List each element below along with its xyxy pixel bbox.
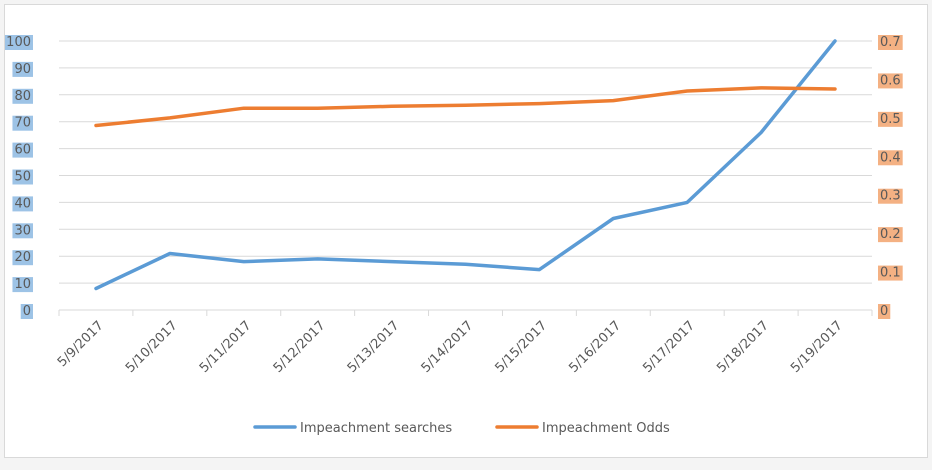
x-tick-label-5-13-2017: 5/13/2017: [345, 318, 403, 376]
left-tick-label-80: 80: [14, 89, 31, 104]
right-tick-label-0: 0: [880, 304, 888, 319]
left-tick-highlight-70: [12, 115, 33, 131]
right-tick-highlight-0-7: [878, 35, 903, 50]
right-tick-label-0-6: 0.6: [880, 73, 901, 88]
right-tick-highlight-0-3: [878, 188, 903, 204]
left-tick-highlight-50: [12, 169, 33, 185]
x-tick-label-5-16-2017: 5/16/2017: [566, 318, 624, 376]
x-tick-label-5-9-2017: 5/9/2017: [55, 318, 107, 370]
left-tick-highlight-80: [12, 88, 33, 104]
left-tick-highlight-30: [12, 223, 33, 239]
x-tick-label-5-11-2017: 5/11/2017: [197, 318, 255, 376]
left-tick-highlight-60: [12, 142, 33, 158]
left-tick-label-40: 40: [14, 196, 31, 211]
right-tick-label-0-4: 0.4: [880, 150, 901, 165]
series-line-impeachment-searches: [94, 39, 837, 291]
right-tick-label-0-7: 0.7: [880, 35, 901, 50]
x-tick-label-5-12-2017: 5/12/2017: [271, 318, 329, 376]
right-tick-highlight-0-2: [878, 227, 903, 243]
left-tick-highlight-0: [20, 304, 33, 319]
left-tick-highlight-20: [12, 250, 33, 266]
x-tick-label-5-19-2017: 5/19/2017: [788, 318, 846, 376]
left-tick-label-60: 60: [14, 143, 31, 158]
left-tick-highlight-10: [12, 277, 33, 293]
chart-frame: 0 10 20 30 40 50 60 70 80 90 100 0 0.1 0.2 0.3 0.4 0.5 0…: [4, 4, 928, 458]
series-line-impeachment-odds: [94, 86, 837, 128]
right-tick-label-0-2: 0.2: [880, 227, 901, 242]
left-tick-label-50: 50: [14, 170, 31, 185]
legend-label-impeachment-searches: Impeachment searches: [300, 421, 452, 436]
x-tick-label-5-18-2017: 5/18/2017: [714, 318, 772, 376]
left-tick-label-30: 30: [14, 223, 31, 238]
left-tick-label-20: 20: [14, 250, 31, 265]
left-tick-label-90: 90: [14, 62, 31, 77]
left-tick-highlight-40: [12, 196, 33, 212]
x-tick-label-5-15-2017: 5/15/2017: [492, 318, 550, 376]
right-tick-label-0-3: 0.3: [880, 189, 901, 204]
right-tick-highlight-0-5: [878, 111, 903, 127]
left-tick-label-100: 100: [6, 35, 31, 50]
right-tick-label-0-1: 0.1: [880, 266, 901, 281]
right-tick-label-0-5: 0.5: [880, 112, 901, 127]
x-tick-label-5-14-2017: 5/14/2017: [419, 318, 477, 376]
legend-label-impeachment-odds: Impeachment Odds: [542, 421, 670, 436]
left-tick-highlight-90: [12, 61, 33, 77]
x-tick-label-5-10-2017: 5/10/2017: [123, 318, 181, 376]
x-tick-label-5-17-2017: 5/17/2017: [640, 318, 698, 376]
left-tick-label-0: 0: [23, 304, 31, 319]
right-tick-highlight-0: [878, 304, 891, 319]
left-tick-highlight-100: [5, 35, 33, 50]
left-tick-label-70: 70: [14, 116, 31, 131]
right-tick-highlight-0-4: [878, 150, 903, 166]
right-tick-highlight-0-1: [878, 265, 903, 281]
line-chart: 0 10 20 30 40 50 60 70 80 90 100 0 0.1 0.2 0.3 0.4 0.5 0…: [5, 35, 903, 436]
right-tick-highlight-0-6: [878, 73, 903, 89]
left-tick-label-10: 10: [14, 277, 31, 292]
